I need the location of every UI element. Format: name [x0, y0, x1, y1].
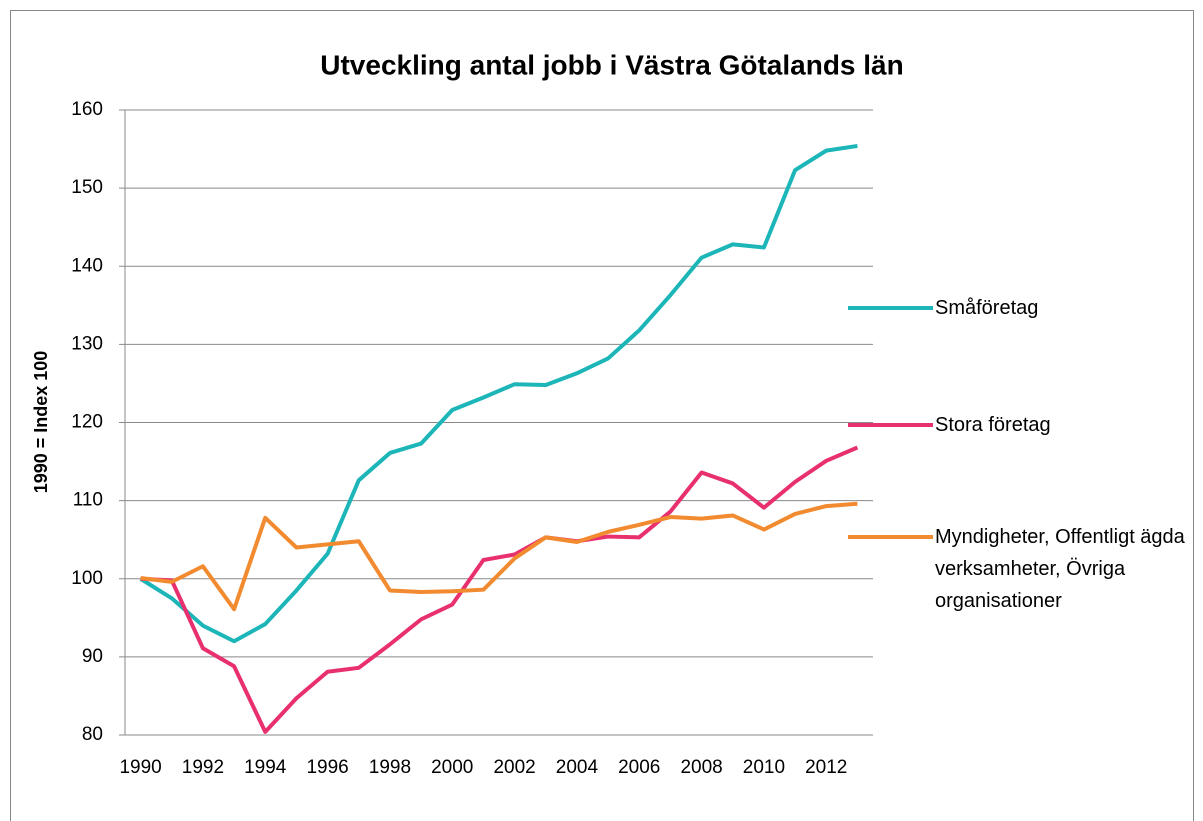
series-line [140, 445, 859, 734]
x-tick-label: 1992 [182, 757, 224, 778]
y-tick-label: 110 [73, 490, 103, 511]
chart-border [10, 10, 1194, 821]
y-tick-label: 160 [71, 99, 103, 120]
y-tick-label: 90 [82, 646, 103, 667]
y-tick-label: 80 [82, 724, 103, 745]
series-line [140, 501, 858, 612]
x-tick-label: 1994 [244, 757, 287, 778]
y-tick-label: 140 [71, 255, 103, 276]
x-tick-label: 2012 [805, 757, 847, 778]
x-tick-label: 2004 [556, 757, 599, 778]
y-tick-label: 130 [71, 333, 103, 354]
chart-title: Utveckling antal jobb i Västra Götalands… [320, 49, 903, 80]
legend-label: Småföretag [935, 297, 1039, 319]
x-tick-label: 2010 [743, 757, 785, 778]
x-tick-label: 2002 [493, 757, 535, 778]
x-tick-label: 1998 [369, 757, 411, 778]
x-tick-label: 1990 [119, 757, 161, 778]
legend-label: Myndigheter, Offentligt ägda verksamhete… [935, 526, 1185, 612]
legend-label: Stora företag [935, 414, 1051, 436]
x-tick-label: 2006 [618, 757, 660, 778]
x-tick-label: 1996 [306, 757, 348, 778]
series-line [139, 143, 858, 644]
y-tick-label: 150 [71, 177, 103, 198]
y-tick-label: 120 [71, 412, 103, 433]
y-axis-title: 1990 = Index 100 [31, 351, 51, 494]
x-tick-label: 2000 [431, 757, 473, 778]
x-tick-label: 2008 [680, 757, 722, 778]
y-tick-label: 100 [71, 568, 103, 589]
